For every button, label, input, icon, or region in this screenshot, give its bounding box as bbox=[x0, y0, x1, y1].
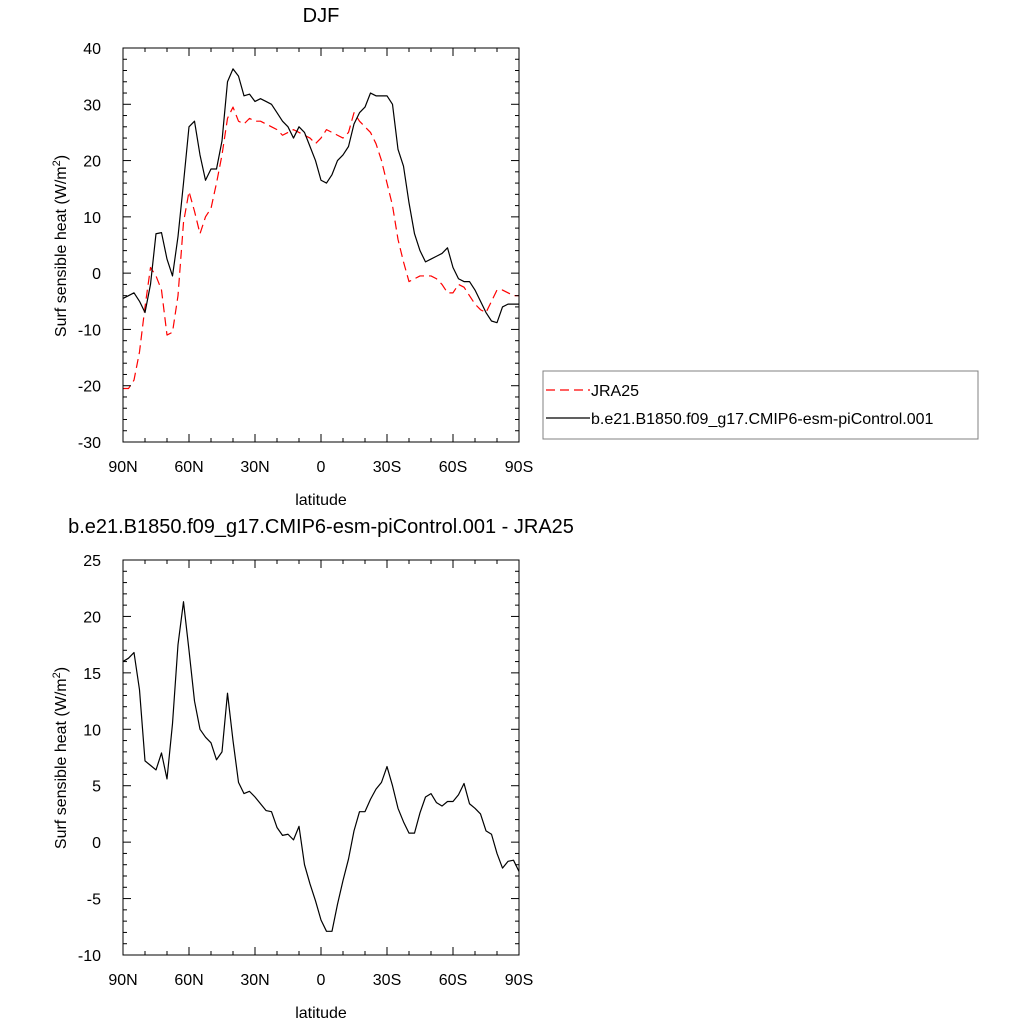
plot-area: 90N 60N 30N 0 30S 60S 90S -30 -20 -10 0 10 20 30 40 bbox=[78, 41, 533, 476]
y-tick-label: 10 bbox=[83, 722, 101, 739]
y-tick-label: 0 bbox=[92, 835, 101, 852]
x-tick-label: 30N bbox=[240, 459, 269, 476]
chart-title: DJF bbox=[303, 5, 340, 27]
y-tick-label: 30 bbox=[83, 97, 101, 114]
x-tick-label: 90N bbox=[108, 972, 137, 989]
y-axis-title-main: Surf sensible heat (W/m bbox=[53, 166, 70, 337]
plot-frame bbox=[122, 559, 520, 956]
y-tick-label: 0 bbox=[92, 266, 101, 283]
legend-label-model: b.e21.B1850.f09_g17.CMIP6-esm-piControl.… bbox=[591, 411, 934, 428]
x-tick-label: 30S bbox=[373, 972, 401, 989]
x-tick-label: 60S bbox=[439, 972, 467, 989]
y-tick-label: 15 bbox=[83, 666, 101, 683]
y-axis-title-sup: 2 bbox=[51, 160, 63, 166]
y-tick-label: -30 bbox=[78, 435, 101, 452]
y-axis-title-sup: 2 bbox=[51, 672, 63, 678]
y-tick-label: 20 bbox=[83, 154, 101, 171]
chart-title: b.e21.B1850.f09_g17.CMIP6-esm-piControl.… bbox=[68, 516, 574, 538]
plot-area: 90N 60N 30N 0 30S 60S 90S -10 -5 0 5 10 15 20 25 bbox=[78, 553, 533, 989]
x-tick-label: 60S bbox=[439, 459, 467, 476]
x-tick-label: 30S bbox=[373, 459, 401, 476]
legend: JRA25 b.e21.B1850.f09_g17.CMIP6-esm-piCo… bbox=[542, 370, 979, 440]
x-axis-title: latitude bbox=[295, 492, 347, 509]
y-tick-label: -20 bbox=[78, 379, 101, 396]
x-tick-label: 90N bbox=[108, 459, 137, 476]
series-line-jra25 bbox=[123, 106, 519, 390]
x-tick-label: 30N bbox=[240, 972, 269, 989]
y-axis-title-close: ) bbox=[53, 155, 70, 160]
difference-chart: b.e21.B1850.f09_g17.CMIP6-esm-piControl.… bbox=[51, 516, 574, 1022]
y-axis-title-main: Surf sensible heat (W/m bbox=[53, 678, 70, 849]
x-tick-label: 0 bbox=[317, 972, 326, 989]
legend-box bbox=[542, 370, 979, 440]
y-tick-label: 40 bbox=[83, 41, 101, 58]
x-tick-label: 90S bbox=[505, 459, 533, 476]
y-axis-title: Surf sensible heat (W/m2) bbox=[51, 667, 70, 849]
y-axis-title: Surf sensible heat (W/m2) bbox=[51, 155, 70, 337]
y-tick-label: -5 bbox=[87, 892, 101, 909]
plot-frame bbox=[122, 47, 520, 443]
y-tick-label: 10 bbox=[83, 210, 101, 227]
legend-label-jra25: JRA25 bbox=[591, 383, 639, 400]
y-tick-label: -10 bbox=[78, 322, 101, 339]
x-tick-label: 60N bbox=[174, 459, 203, 476]
series-line-difference bbox=[122, 601, 520, 932]
y-tick-label: 20 bbox=[83, 609, 101, 626]
x-tick-label: 60N bbox=[174, 972, 203, 989]
y-tick-label: -10 bbox=[78, 948, 101, 965]
x-tick-label: 90S bbox=[505, 972, 533, 989]
x-axis-title: latitude bbox=[295, 1005, 347, 1022]
y-tick-label: 25 bbox=[83, 553, 101, 570]
x-tick-label: 0 bbox=[317, 459, 326, 476]
y-tick-label: 5 bbox=[92, 779, 101, 796]
y-axis-title-close: ) bbox=[53, 667, 70, 672]
series-line-model bbox=[122, 68, 519, 324]
djf-chart: DJF latitude Surf sensible heat (W/m2) 9… bbox=[51, 5, 979, 509]
